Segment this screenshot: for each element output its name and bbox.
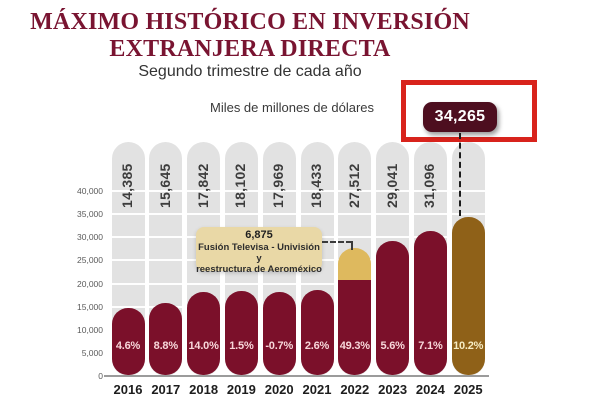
x-axis-label: 2024 [415,382,445,397]
x-axis-label: 2021 [302,382,332,397]
page-title-line1: MÁXIMO HISTÓRICO EN INVERSIÓN [30,9,470,35]
bar-pct-label: 4.6% [115,340,141,352]
gridline [105,213,488,216]
bar-pct-label: 10.2% [453,340,484,352]
bar-pct-label: -0.7% [265,340,294,352]
bar-2019 [224,291,258,375]
bar-value-label: 27,512 [345,163,362,208]
annotation-text-line1: Fusión Televisa - Univisión y [198,242,320,264]
bar-value-label: 14,385 [119,163,135,208]
x-axis-label: 2019 [226,382,256,397]
page-title-line2: EXTRANJERA DIRECTA [109,36,391,62]
gridline [105,282,488,285]
gridline [105,190,488,192]
highlight-value-badge: 34,265 [423,102,497,132]
bar-2025 [451,217,485,375]
bar-2016 [111,308,145,375]
annotation-connector-horizontal [322,241,352,243]
bar-2024 [413,231,447,375]
bar-2023 [376,241,410,375]
bar-2020 [262,292,296,375]
bar-value-label: 17,842 [194,163,211,208]
bar-2022 [338,248,372,375]
bar-pct-label: 5.6% [380,340,405,352]
gridline [105,328,488,331]
bar-value-label: 17,969 [270,163,287,208]
bar-pct-label: 2.6% [304,340,330,352]
y-axis-label: 35,000 [77,209,103,220]
x-axis-label: 2020 [264,382,294,397]
bar-value-label: 15,645 [156,163,173,208]
y-axis-label: 5,000 [81,347,103,358]
x-axis-label: 2017 [151,382,181,397]
bar-2018 [187,292,221,375]
y-axis-label: 40,000 [77,186,103,196]
gridline [105,305,488,308]
y-axis-label: 0 [98,371,103,381]
bar-pct-label: 1.5% [229,340,254,352]
bar-value-label: 18,102 [232,163,249,208]
x-axis-label: 2025 [453,382,483,397]
y-axis-label: 15,000 [77,301,103,312]
y-axis-label: 30,000 [77,232,103,243]
y-axis-label: 25,000 [77,255,103,266]
annotation-box: 6,875 Fusión Televisa - Univisión y rees… [196,227,322,275]
x-axis-label: 2023 [378,382,408,397]
bar-value-label: 29,041 [383,163,400,208]
annotation-text-line2: reestructura de Aeroméxico [196,264,322,275]
bar-pct-label: 7.1% [418,340,443,352]
annotation-value: 6,875 [245,229,273,241]
bar-2021 [300,290,334,375]
chart-subtitle: Segundo trimestre de cada año [138,63,362,80]
bar-pct-label: 49.3% [339,340,370,352]
x-axis-line [104,375,489,377]
annotation-connector-vertical [351,241,353,250]
highlight-connector-dashed-line [459,133,461,216]
bar-value-label: 31,096 [421,163,438,208]
bar-2017 [149,303,183,375]
x-axis-label: 2018 [189,382,219,397]
bar-pct-label: 14.0% [188,340,219,352]
x-axis-label: 2016 [113,382,143,397]
units-label: Miles de millones de dólares [209,100,375,115]
y-axis-label: 10,000 [77,324,103,335]
y-axis-label: 20,000 [77,278,103,289]
bar-pct-label: 8.8% [153,340,178,352]
bar-value-label: 18,433 [308,163,324,208]
x-axis-label: 2022 [340,382,370,397]
gridline [105,351,488,354]
